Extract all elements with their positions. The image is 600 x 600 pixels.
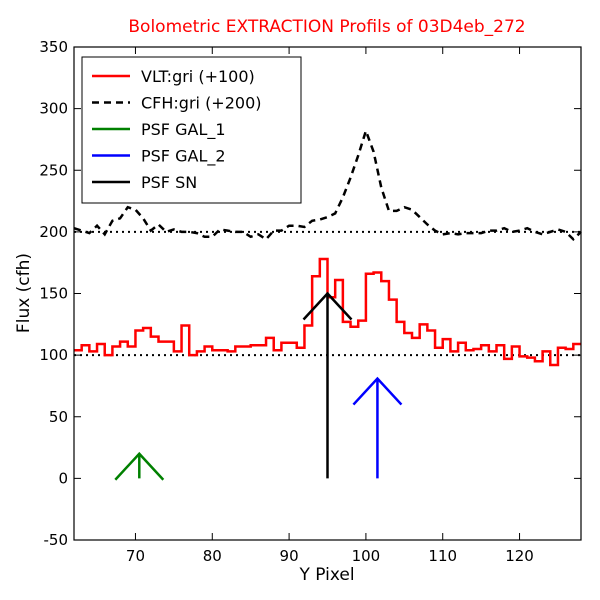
legend-label-sn: PSF SN	[141, 173, 197, 192]
y-tick-label: 0	[58, 469, 68, 487]
series-line-vlt	[74, 257, 581, 367]
series-line-cfh	[73, 126, 582, 242]
psf-arrow-head	[302, 291, 353, 321]
legend: VLT:gri (+100) CFH:gri (+200) PSF GAL_1 PSF…	[81, 56, 302, 204]
legend-label-gal1: PSF GAL_1	[141, 120, 226, 140]
y-tick-label: 100	[39, 346, 68, 364]
legend-label-cfh: CFH:gri (+200)	[141, 94, 262, 113]
legend-label-gal2: PSF GAL_2	[141, 147, 226, 167]
y-tick-label: -50	[44, 531, 69, 549]
psf-arrow-head	[114, 451, 165, 481]
psf-arrow-sn	[302, 291, 353, 479]
x-tick-label: 110	[428, 547, 457, 565]
x-tick-label: 80	[203, 547, 222, 565]
psf-arrow-gal1	[114, 451, 165, 481]
chart-title: Bolometric EXTRACTION Profils of 03D4eb_…	[128, 17, 525, 37]
y-tick-label: 200	[39, 223, 68, 241]
x-tick-label: 120	[505, 547, 534, 565]
y-tick-label: 150	[39, 285, 68, 303]
y-tick-label: 50	[49, 408, 68, 426]
y-tick-label: 250	[39, 161, 68, 179]
legend-label-vlt: VLT:gri (+100)	[141, 67, 255, 86]
x-axis-label: Y Pixel	[298, 565, 354, 585]
x-tick-label: 70	[126, 547, 145, 565]
psf-arrow-gal2	[352, 376, 403, 479]
y-tick-label: 350	[39, 38, 68, 56]
psf-arrow-head	[352, 376, 403, 406]
x-tick-label: 100	[352, 547, 381, 565]
y-axis-label: Flux (cfh)	[14, 253, 34, 333]
x-tick-label: 90	[280, 547, 299, 565]
y-tick-label: 300	[39, 100, 68, 118]
plot-area: 70 80 90 100 110 120 -50 0 50 100 150 200 250 300 350	[39, 38, 582, 565]
